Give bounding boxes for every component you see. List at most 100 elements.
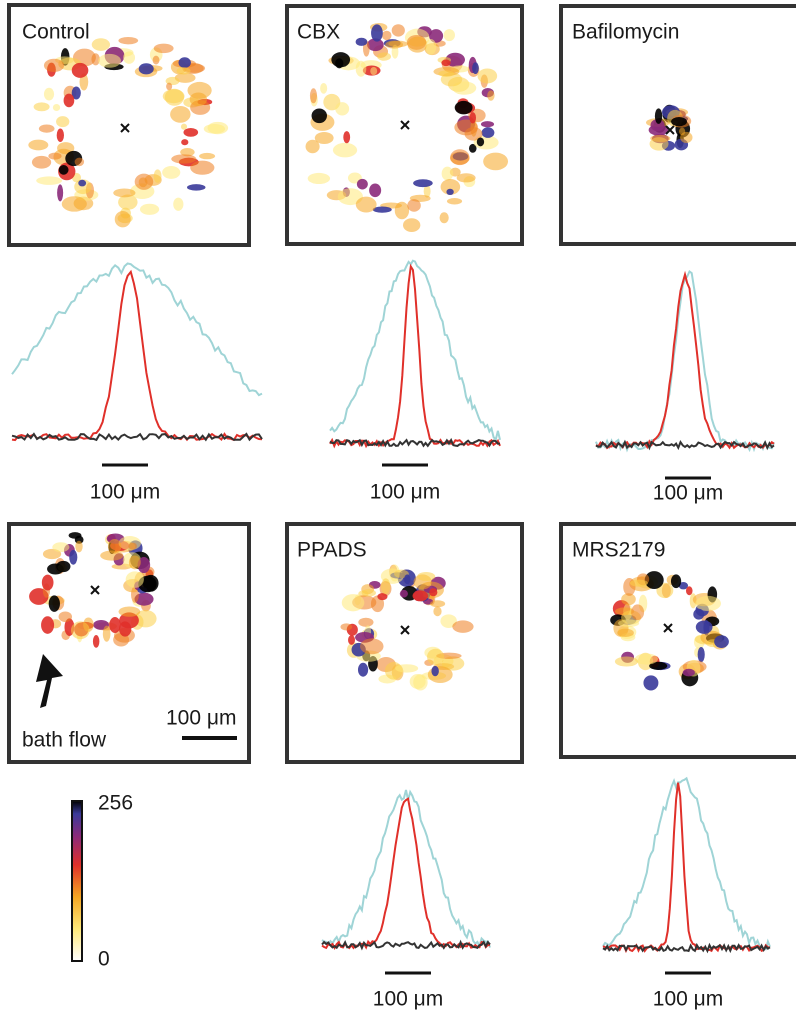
image-spot — [307, 172, 331, 185]
image-spot — [643, 675, 659, 691]
image-spot — [48, 152, 62, 160]
image-spot — [341, 594, 365, 612]
image-spot — [617, 628, 634, 638]
image-spot — [438, 70, 455, 77]
image-spot — [320, 82, 328, 94]
image-spot — [137, 556, 151, 574]
image-spot — [413, 179, 433, 188]
image-spot — [56, 560, 71, 573]
image-spot — [41, 574, 54, 591]
scale-bar-label: 100 μm — [373, 988, 443, 1011]
profile-trace — [602, 782, 771, 954]
image-spot — [190, 160, 215, 175]
image-spot — [385, 40, 404, 49]
image-spot — [123, 51, 136, 64]
image-spot — [631, 604, 645, 621]
center-mark-stroke — [120, 123, 130, 133]
panel-frame — [7, 3, 251, 247]
image-spot — [440, 178, 461, 195]
image-spot — [153, 169, 162, 183]
panel-frame — [7, 522, 251, 764]
scale-bar-label: 100 μm — [370, 481, 440, 504]
image-spot — [125, 571, 144, 588]
image-spot — [33, 102, 50, 112]
center-mark-stroke — [400, 120, 410, 130]
image-spot — [166, 82, 173, 91]
image-spot — [469, 112, 477, 124]
image-spot — [678, 581, 689, 590]
image-spot — [102, 625, 111, 642]
center-mark-stroke — [663, 623, 673, 633]
image-spot — [61, 196, 87, 212]
center-mark-stroke — [400, 625, 410, 635]
center-mark-stroke — [665, 125, 675, 135]
profile-trace — [602, 942, 771, 954]
panel-label: Bafilomycin — [572, 21, 679, 44]
scale-bar-label: 100 μm — [653, 988, 723, 1011]
image-spot — [305, 139, 320, 154]
image-spot — [118, 606, 141, 617]
image-spot — [483, 152, 509, 171]
image-spot — [371, 24, 383, 42]
image-spot — [402, 218, 421, 232]
image-spot — [170, 105, 191, 123]
scale-bar-label: 100 μm — [166, 707, 236, 730]
image-spot — [440, 614, 457, 628]
image-spot — [74, 157, 85, 167]
scale-bar-label: 100 μm — [90, 481, 160, 504]
image-spot — [355, 37, 368, 46]
image-spot — [203, 123, 226, 134]
center-mark — [400, 120, 410, 130]
image-spot — [431, 665, 439, 677]
image-spot — [57, 142, 75, 155]
image-spot — [446, 188, 454, 196]
image-spot — [162, 165, 181, 179]
image-spot — [356, 178, 368, 190]
image-spot — [644, 571, 664, 590]
image-spot — [429, 588, 438, 597]
image-spot — [100, 550, 124, 561]
image-spot — [670, 574, 682, 589]
image-spot — [70, 621, 90, 640]
profile-trace — [321, 939, 491, 951]
image-spot — [335, 102, 350, 116]
image-spot — [446, 198, 463, 205]
image-spot — [343, 131, 351, 144]
image-spot — [57, 184, 64, 202]
image-spot — [650, 119, 665, 132]
image-spot — [335, 58, 344, 69]
image-spot — [441, 166, 454, 181]
image-spot — [441, 656, 465, 671]
annotation: bath flow — [22, 729, 107, 752]
flow-arrow — [36, 654, 63, 708]
image-spot — [695, 595, 721, 612]
image-spot — [476, 137, 485, 147]
panel-label: MRS2179 — [572, 539, 665, 562]
profiles: 100 μm 100 μm 100 μm 100 μm 100 μm — [11, 259, 775, 1011]
image-spot — [43, 58, 65, 73]
center-mark-stroke — [90, 585, 100, 595]
image-spot — [614, 656, 639, 667]
image-spot — [450, 149, 470, 166]
image-spot — [48, 595, 60, 612]
image-spot — [41, 616, 55, 634]
center-mark — [120, 123, 130, 133]
image-spot — [183, 127, 199, 137]
image-spot — [671, 116, 688, 127]
image-spot — [58, 611, 73, 622]
profile-trace — [11, 262, 263, 397]
image-spot — [487, 90, 495, 101]
image-spot — [441, 59, 451, 67]
panel-frame — [559, 4, 796, 246]
image-spot — [174, 72, 196, 83]
image-spot — [377, 52, 391, 61]
image-spot — [407, 199, 421, 212]
image-spot — [430, 600, 446, 608]
profile-trace — [329, 437, 501, 448]
image-spot — [427, 648, 445, 666]
image-spot — [181, 139, 189, 146]
image-spot — [92, 634, 100, 648]
image-spot — [443, 29, 455, 42]
colorbar-max: 256 — [98, 792, 133, 815]
image-spot — [456, 173, 476, 183]
